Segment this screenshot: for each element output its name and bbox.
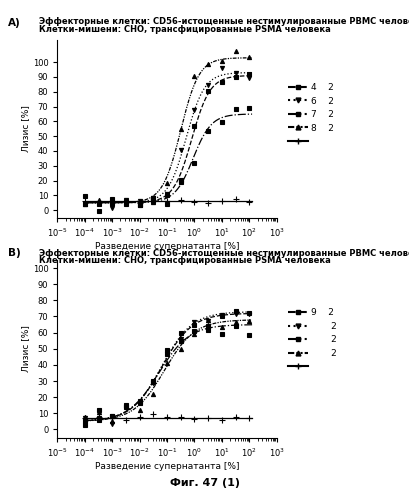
Legend: 4    2, 6    2, 7    2, 8    2, : 4 2, 6 2, 7 2, 8 2, — [287, 83, 333, 146]
Y-axis label: Лизис [%]: Лизис [%] — [21, 106, 30, 152]
Text: Эффекторные клетки: CD56-истощенные нестимулированные РВМС человека: Эффекторные клетки: CD56-истощенные нест… — [39, 18, 409, 26]
Legend: 9    2,        2,        2,        2, : 9 2, 2, 2, 2, — [287, 308, 336, 372]
Y-axis label: Лизис [%]: Лизис [%] — [21, 326, 30, 372]
Text: Клетки-мишени: СНО, трансфицированные PSMA человека: Клетки-мишени: СНО, трансфицированные PS… — [39, 256, 330, 265]
Text: Клетки-мишени: СНО, трансфицированные PSMA человека: Клетки-мишени: СНО, трансфицированные PS… — [39, 25, 330, 34]
Text: A): A) — [8, 18, 21, 28]
Text: Фиг. 47 (1): Фиг. 47 (1) — [170, 478, 239, 488]
X-axis label: Разведение супернатанта [%]: Разведение супернатанта [%] — [94, 242, 239, 250]
Text: Эффекторные клетки: CD56-истощенные нестимулированные РВМС человека: Эффекторные клетки: CD56-истощенные нест… — [39, 248, 409, 258]
Text: B): B) — [8, 248, 21, 258]
X-axis label: Разведение супернатанта [%]: Разведение супернатанта [%] — [94, 462, 239, 470]
